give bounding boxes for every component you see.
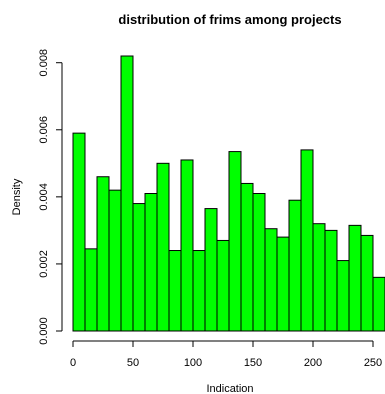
histogram-bar	[240, 182, 254, 332]
histogram-bar	[180, 159, 194, 332]
histogram-bar	[252, 193, 266, 332]
x-axis-tick-label: 100	[184, 357, 202, 369]
x-axis-tick-label: 150	[244, 357, 262, 369]
histogram-bar	[72, 132, 86, 332]
histogram-bar	[204, 208, 218, 332]
histogram-bar	[96, 176, 110, 332]
x-axis-tick-label: 200	[304, 357, 322, 369]
histogram-bar	[84, 248, 98, 332]
histogram-bar	[144, 193, 158, 332]
histogram-bar	[300, 149, 314, 332]
histogram-bar	[336, 260, 350, 332]
histogram-bar	[348, 224, 362, 332]
x-axis-label: Indication	[206, 383, 253, 394]
x-axis-tick-label: 0	[70, 357, 76, 369]
histogram-bar	[312, 223, 326, 332]
y-axis: 0.000 0.002 0.004 0.006 0.008	[38, 49, 63, 345]
histogram-bar	[216, 239, 230, 332]
histogram-bar	[276, 236, 290, 332]
x-axis-tick-label: 250	[364, 357, 382, 369]
histogram-bar	[108, 189, 122, 332]
bar-series	[72, 55, 385, 332]
y-axis-tick-label: 0.000	[38, 317, 50, 345]
histogram-bar	[228, 151, 242, 332]
histogram-bar	[132, 203, 146, 332]
histogram-bar	[168, 250, 182, 332]
x-axis: 0 50 100 150 200 250	[70, 340, 382, 369]
histogram-bar	[360, 234, 374, 332]
histogram-bar	[264, 228, 278, 332]
histogram-bar	[324, 229, 338, 332]
y-axis-tick-label: 0.008	[38, 49, 50, 77]
histogram-bar	[288, 199, 302, 332]
x-axis-tick-label: 50	[127, 357, 139, 369]
histogram-bar	[120, 55, 134, 332]
histogram-bar	[156, 162, 170, 332]
histogram-bar	[192, 250, 206, 332]
y-axis-tick-label: 0.002	[38, 250, 50, 278]
chart-title: distribution of frims among projects	[118, 12, 341, 27]
y-axis-tick-label: 0.004	[38, 183, 50, 211]
histogram-bar	[372, 276, 385, 332]
y-axis-tick-label: 0.006	[38, 116, 50, 144]
y-axis-label: Density	[11, 178, 23, 215]
